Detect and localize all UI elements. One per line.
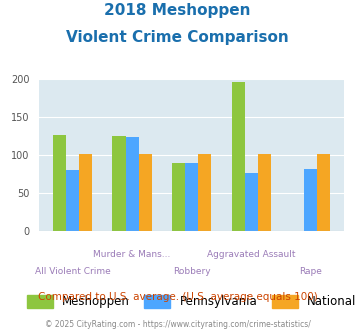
Text: Robbery: Robbery: [173, 267, 211, 276]
Bar: [198, 154, 211, 231]
Bar: [113, 136, 126, 231]
Bar: [317, 154, 331, 231]
Bar: [53, 135, 66, 231]
Bar: [304, 169, 317, 231]
Text: © 2025 CityRating.com - https://www.cityrating.com/crime-statistics/: © 2025 CityRating.com - https://www.city…: [45, 320, 310, 329]
Bar: [139, 154, 152, 231]
Bar: [79, 154, 92, 231]
Text: Aggravated Assault: Aggravated Assault: [207, 250, 295, 259]
Bar: [245, 173, 258, 231]
Text: Rape: Rape: [299, 267, 322, 276]
Bar: [185, 163, 198, 231]
Text: All Violent Crime: All Violent Crime: [35, 267, 110, 276]
Bar: [126, 137, 139, 231]
Text: 2018 Meshoppen: 2018 Meshoppen: [104, 3, 251, 18]
Text: Compared to U.S. average. (U.S. average equals 100): Compared to U.S. average. (U.S. average …: [38, 292, 317, 302]
Text: Violent Crime Comparison: Violent Crime Comparison: [66, 30, 289, 45]
Text: Murder & Mans...: Murder & Mans...: [93, 250, 171, 259]
Legend: Meshoppen, Pennsylvania, National: Meshoppen, Pennsylvania, National: [22, 290, 355, 313]
Bar: [172, 163, 185, 231]
Bar: [258, 154, 271, 231]
Bar: [66, 170, 79, 231]
Bar: [231, 82, 245, 231]
